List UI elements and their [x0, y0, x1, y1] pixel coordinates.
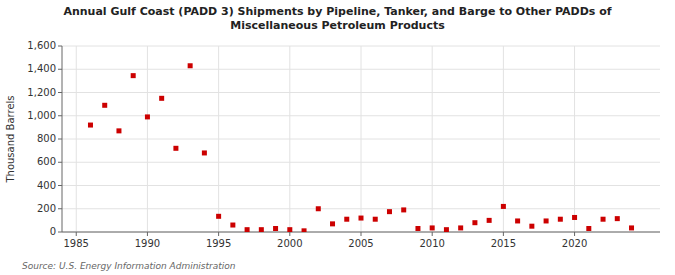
y-tick-label: 1,400: [27, 63, 56, 74]
x-tick-label: 2020: [562, 238, 587, 249]
point: [88, 123, 93, 128]
point: [373, 217, 378, 222]
x-tick-label: 2005: [348, 238, 373, 249]
x-tick: [289, 232, 290, 236]
point: [344, 217, 349, 222]
point: [444, 227, 449, 232]
point: [359, 216, 364, 221]
y-tick-label: 400: [37, 180, 56, 191]
point: [572, 215, 577, 220]
y-tick: [58, 92, 62, 93]
point: [615, 216, 620, 221]
chart: 0 200 400 600 800 1,000 1,200 1,400 1,600 1985 199…: [0, 0, 675, 275]
y-tick: [58, 185, 62, 186]
point: [330, 221, 335, 226]
point: [302, 228, 307, 232]
x-tick: [361, 232, 362, 236]
point: [131, 73, 136, 78]
grid: [62, 46, 660, 232]
point: [586, 226, 591, 231]
y-axis-label: Thousand Barrels: [5, 95, 16, 183]
point: [188, 63, 193, 68]
point: [601, 217, 606, 222]
x-tick-label: 2015: [491, 238, 516, 249]
y-tick-label: 800: [37, 133, 56, 144]
point: [401, 207, 406, 212]
point: [487, 218, 492, 223]
point: [629, 225, 634, 230]
x-tick: [147, 232, 148, 236]
point: [245, 227, 250, 232]
point: [116, 128, 121, 133]
y-tick-label: 600: [37, 156, 56, 167]
y-tick-label: 1,200: [27, 87, 56, 98]
axes: 0 200 400 600 800 1,000 1,200 1,400 1,600 1985 199…: [27, 40, 587, 249]
point: [216, 214, 221, 219]
point: [316, 206, 321, 211]
x-grid-line: [574, 46, 575, 232]
y-tick: [58, 232, 62, 233]
y-tick: [58, 139, 62, 140]
point: [472, 220, 477, 225]
points: [88, 63, 634, 232]
x-grid-line: [218, 46, 219, 232]
x-tick-label: 2000: [277, 238, 302, 249]
x-grid-line: [147, 46, 148, 232]
point: [102, 103, 107, 108]
x-tick: [503, 232, 504, 236]
y-tick: [58, 69, 62, 70]
point: [430, 225, 435, 230]
y-tick: [58, 162, 62, 163]
x-grid-line: [361, 46, 362, 232]
y-tick-label: 1,600: [27, 40, 56, 51]
point: [387, 209, 392, 214]
point: [159, 96, 164, 101]
y-tick: [58, 46, 62, 47]
x-tick-label: 1995: [206, 238, 231, 249]
point: [273, 226, 278, 231]
x-tick-label: 1985: [64, 238, 89, 249]
y-tick: [58, 208, 62, 209]
y-tick-label: 1,000: [27, 110, 56, 121]
point: [145, 114, 150, 119]
source-note: Source: U.S. Energy Information Administ…: [22, 261, 236, 271]
x-tick-label: 1990: [135, 238, 160, 249]
y-tick-label: 200: [37, 203, 56, 214]
point: [230, 223, 235, 228]
x-tick: [76, 232, 77, 236]
x-tick: [574, 232, 575, 236]
point: [259, 227, 264, 232]
x-tick: [218, 232, 219, 236]
title: Annual Gulf Coast (PADD 3) Shipments by …: [63, 5, 611, 32]
x-tick: [432, 232, 433, 236]
x-tick-label: 2010: [419, 238, 444, 249]
point: [458, 225, 463, 230]
point: [558, 217, 563, 222]
point: [529, 224, 534, 229]
chart-container: 0 200 400 600 800 1,000 1,200 1,400 1,600 1985 199…: [0, 0, 675, 275]
x-grid-line: [76, 46, 77, 232]
point: [415, 226, 420, 231]
point: [501, 204, 506, 209]
point: [202, 150, 207, 155]
point: [173, 146, 178, 151]
point: [544, 218, 549, 223]
x-grid-line: [432, 46, 433, 232]
y-tick: [58, 115, 62, 116]
y-tick-label: 0: [50, 226, 56, 237]
point: [287, 227, 292, 232]
x-grid-line: [289, 46, 290, 232]
point: [515, 218, 520, 223]
